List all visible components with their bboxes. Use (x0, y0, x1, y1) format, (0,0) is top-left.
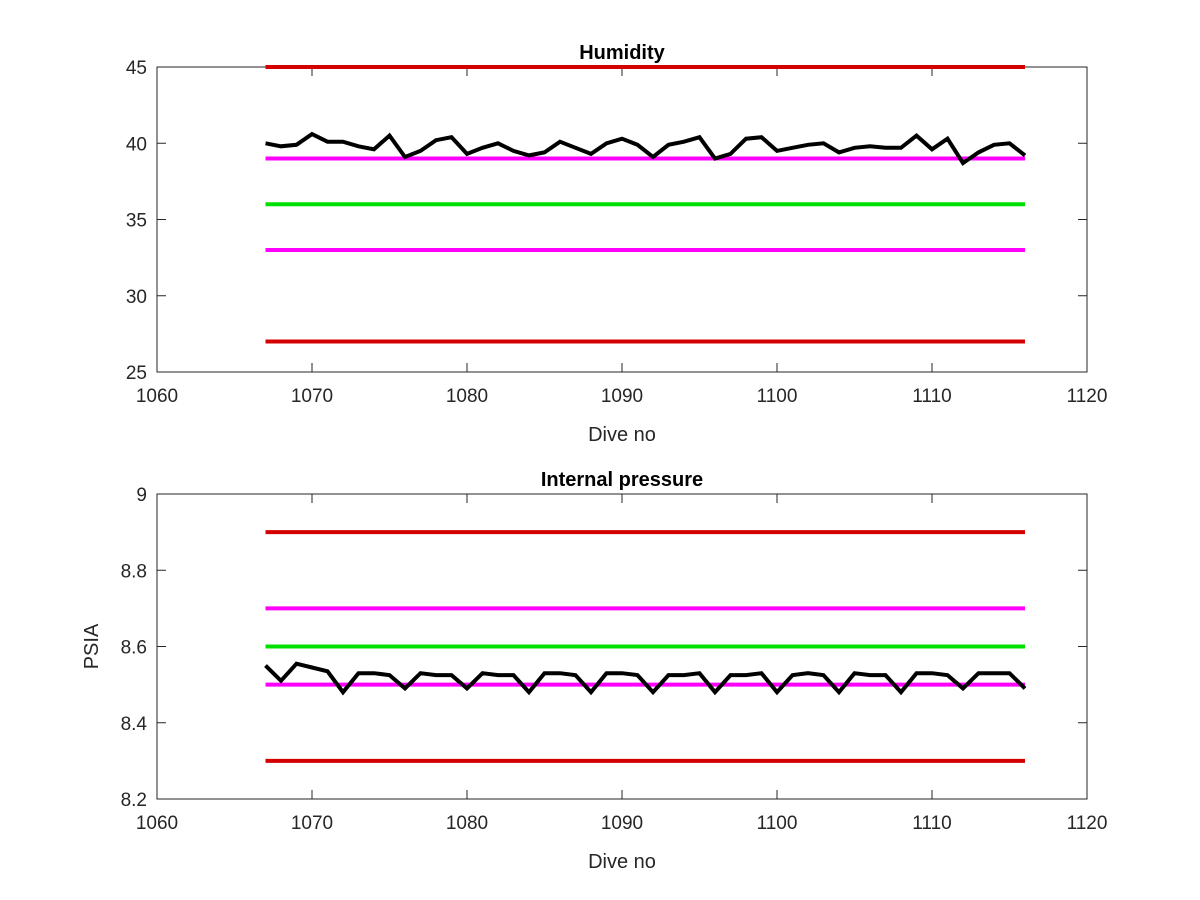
x-tick-label: 1090 (601, 386, 643, 407)
x-tick-label: 1120 (1067, 813, 1108, 834)
y-tick-label: 9 (136, 485, 147, 506)
x-tick-label: 1110 (912, 813, 951, 834)
data-series-line (264, 661, 1027, 696)
x-tick-label: 1060 (136, 386, 178, 407)
humidity-plot: 1060 1070 1080 1090 1100 1110 1120 25 30 35 40 45 Hu… (126, 42, 1108, 446)
y-tick-label: 40 (126, 134, 147, 155)
x-tick-label: 1110 (912, 386, 951, 407)
y-tick-label: 8.8 (121, 561, 147, 582)
x-tick-label: 1090 (601, 813, 643, 834)
x-tick-label: 1080 (446, 386, 488, 407)
x-tick-label: 1100 (757, 813, 798, 834)
chart-title: Internal pressure (541, 469, 703, 491)
y-tick-label: 8.6 (121, 638, 147, 659)
x-axis-label: Dive no (588, 424, 656, 446)
x-tick-label: 1120 (1067, 386, 1108, 407)
x-tick-label: 1100 (757, 386, 798, 407)
data-series-line (265, 131, 1027, 166)
x-tick-label: 1070 (291, 813, 333, 834)
x-tick-label: 1060 (136, 813, 178, 834)
internal-pressure-plot: 1060 1070 1080 1090 1100 1110 1120 8.2 8.4 8.6 8.8… (81, 469, 1107, 873)
y-axis-label: PSIA (81, 623, 103, 669)
y-tick-label: 30 (126, 287, 147, 308)
y-tick-label: 35 (126, 211, 147, 232)
y-tick-label: 45 (126, 58, 147, 79)
x-tick-label: 1070 (291, 386, 333, 407)
x-axis-label: Dive no (588, 851, 656, 873)
y-tick-label: 25 (126, 363, 147, 384)
x-tick-label: 1080 (446, 813, 488, 834)
chart-title: Humidity (579, 42, 665, 64)
y-tick-label: 8.4 (121, 714, 148, 735)
y-tick-label: 8.2 (121, 790, 147, 811)
